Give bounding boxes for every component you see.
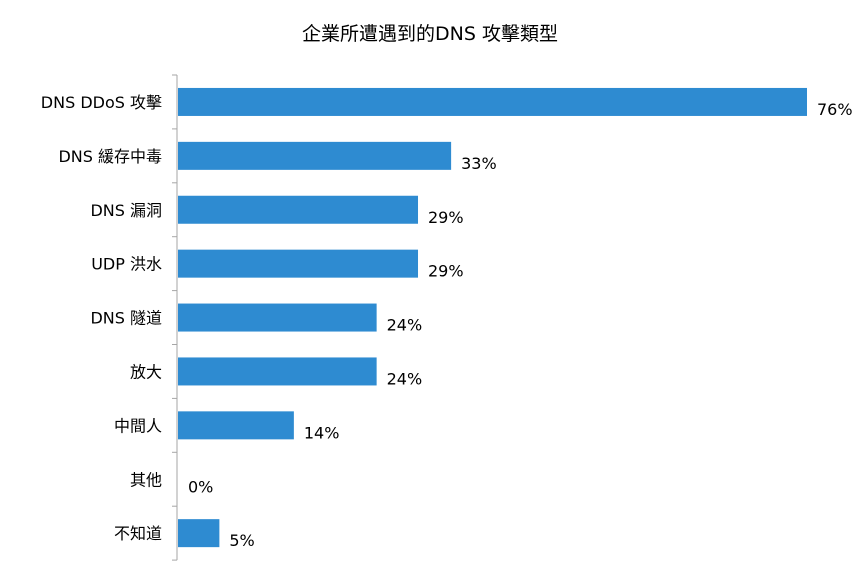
value-label: 24% <box>387 316 423 335</box>
category-axis <box>172 74 178 561</box>
category-label: DNS 隧道 <box>90 309 162 328</box>
value-label: 5% <box>229 531 254 550</box>
category-label: 不知道 <box>114 524 162 543</box>
bar <box>178 519 220 548</box>
category-label: DNS 緩存中毒 <box>58 147 162 166</box>
bar <box>178 87 807 116</box>
bar <box>178 195 419 224</box>
category-label: DNS DDoS 攻擊 <box>41 93 162 112</box>
bar <box>178 141 452 170</box>
bar <box>178 411 294 440</box>
value-label: 0% <box>188 477 213 496</box>
bar <box>178 357 377 386</box>
value-label: 76% <box>817 100 853 119</box>
value-label: 24% <box>387 369 423 388</box>
category-label: DNS 漏洞 <box>90 201 162 220</box>
value-label: 33% <box>461 154 497 173</box>
bar <box>178 249 419 278</box>
category-label: UDP 洪水 <box>91 255 162 274</box>
category-label: 放大 <box>130 362 162 381</box>
value-label: 14% <box>304 423 340 442</box>
value-label: 29% <box>428 208 464 227</box>
category-label: 其他 <box>130 470 162 489</box>
value-label: 29% <box>428 262 464 281</box>
bars <box>178 87 807 548</box>
category-label: 中間人 <box>114 416 162 435</box>
bar <box>178 303 377 332</box>
chart-title: 企業所遭遇到的DNS 攻擊類型 <box>302 23 558 45</box>
labels: DNS DDoS 攻擊 76% DNS 緩存中毒 33% DNS 漏洞 29% UDP 洪水… <box>41 93 853 550</box>
